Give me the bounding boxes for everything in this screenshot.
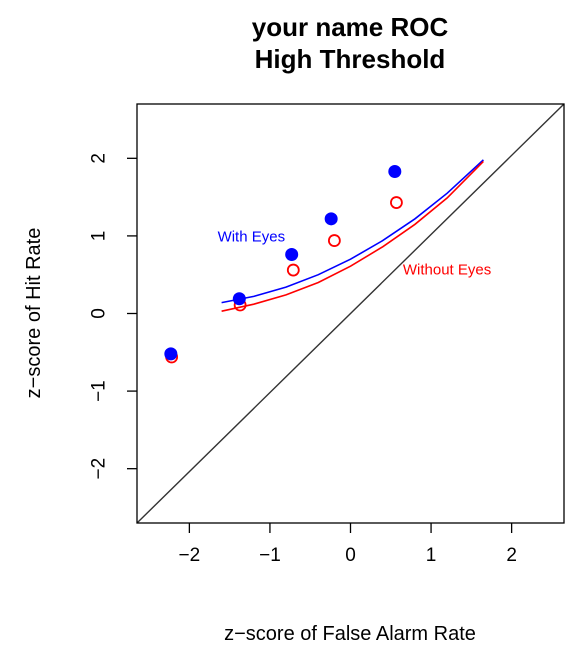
with-eyes-curve xyxy=(221,159,484,304)
without-eyes-curve xyxy=(221,160,484,312)
diagonal-reference-line xyxy=(136,103,565,524)
y-tick-label: 2 xyxy=(89,153,110,164)
y-tick-label: −1 xyxy=(89,380,110,402)
y-axis: −2 −1 0 1 2 xyxy=(89,153,137,480)
plot-area: With Eyes Without Eyes xyxy=(136,103,565,524)
without-eyes-point xyxy=(286,263,300,277)
y-tick-label: 0 xyxy=(89,308,110,319)
without-eyes-point xyxy=(327,234,341,247)
x-tick-label: 1 xyxy=(426,545,437,566)
with-eyes-point xyxy=(232,292,246,306)
with-eyes-point xyxy=(388,165,402,179)
series-annotation-label: Without Eyes xyxy=(403,261,491,278)
chart-title-line-2: High Threshold xyxy=(255,44,446,74)
with-eyes-point xyxy=(164,347,178,361)
with-eyes-point xyxy=(324,212,338,226)
y-axis-label: z−score of Hit Rate xyxy=(23,228,45,399)
x-axis: −2 −1 0 1 2 xyxy=(179,523,517,566)
x-tick-label: 2 xyxy=(506,545,517,566)
y-tick-label: 1 xyxy=(89,231,110,242)
x-tick-label: 0 xyxy=(345,545,356,566)
x-axis-label: z−score of False Alarm Rate xyxy=(224,623,476,645)
series-annotation-label: With Eyes xyxy=(218,229,286,246)
y-tick-label: −2 xyxy=(89,458,110,480)
without-eyes-point xyxy=(390,196,403,209)
x-tick-label: −1 xyxy=(259,545,281,566)
x-tick-label: −2 xyxy=(179,545,201,566)
with-eyes-point xyxy=(285,248,299,262)
chart-title-line-1: your name ROC xyxy=(252,12,449,42)
